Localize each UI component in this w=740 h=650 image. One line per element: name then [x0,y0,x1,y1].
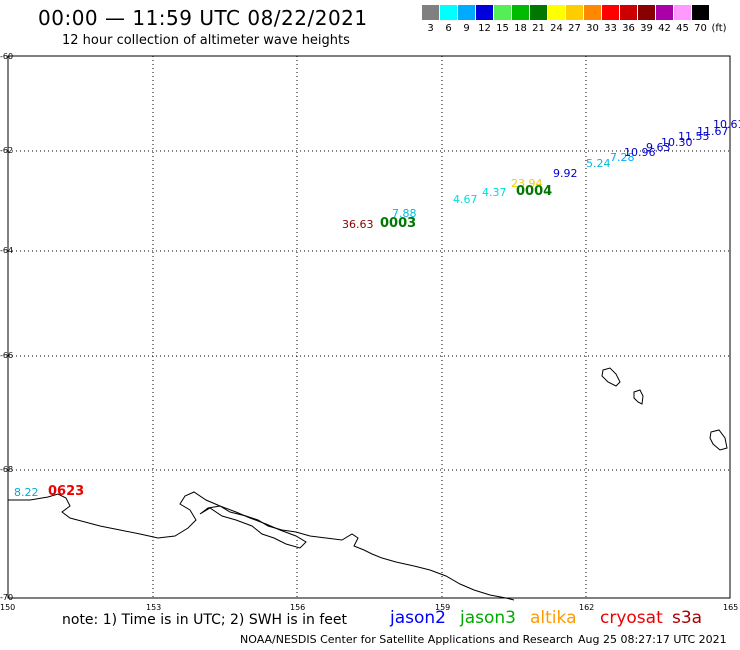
legend-label: 24 [550,23,563,34]
legend-label: 6 [445,23,452,34]
latitude-label: -68 [0,465,14,474]
map-subtitle: 12 hour collection of altimeter wave hei… [62,33,350,48]
swh-value: 11.67 [697,125,729,138]
satellite-legend-s3a: s3a [672,608,703,628]
legend-label: 39 [640,23,653,34]
pass-time-label: 0004 [516,184,553,199]
latitude-label: -64 [0,246,14,255]
legend-label: 12 [478,23,491,34]
generated-timestamp: Aug 25 08:27:17 UTC 2021 [578,633,727,646]
swh-value: 7.28 [610,151,635,164]
latitude-label: -62 [0,146,14,155]
legend-swatch [620,5,638,20]
map-frame [7,55,731,599]
legend-label: 30 [586,23,599,34]
legend-swatch [512,5,530,20]
legend-swatch [692,5,710,20]
longitude-label: 153 [146,603,162,612]
satellite-legend-altika: altika [530,608,577,628]
legend-swatch [548,5,566,20]
legend-swatch [530,5,548,20]
legend-swatch [458,5,476,20]
swh-value: 5.24 [586,157,611,170]
latitude-label: -70 [0,593,14,602]
swh-value: 7.88 [392,207,417,220]
swh-value: 10.96 [624,146,656,159]
legend-swatch [476,5,494,20]
legend-swatch [566,5,584,20]
legend-label: 27 [568,23,581,34]
legend-swatch [638,5,656,20]
legend-swatch [494,5,512,20]
swh-value: 36.63 [342,218,374,231]
legend-swatch [440,5,458,20]
map-canvas [7,55,731,601]
swh-value: 23.94 [511,177,543,190]
legend-label: 33 [604,23,617,34]
island-outline [633,389,644,405]
legend-unit: (ft) [711,23,727,34]
legend-label: 3 [427,23,434,34]
satellite-legend-jason3: jason3 [460,608,516,628]
legend-label: 36 [622,23,635,34]
swh-value: 9.92 [553,167,578,180]
legend-swatch [656,5,674,20]
color-legend: 3 6 9 12 15 18 21 24 27 30 33 36 39 42 4… [422,5,728,37]
credit-line: NOAA/NESDIS Center for Satellite Applica… [240,633,574,646]
latitude-label: -66 [0,351,14,360]
swh-value: 10.30 [661,136,693,149]
map-title: 00:00 — 11:59 UTC 08/22/2021 [38,6,368,30]
map-panel: -60 -62 -64 -66 -68 -70 36.63 7.88 4.67 … [0,50,740,609]
legend-label: 45 [676,23,689,34]
island-outline [709,429,728,451]
longitude-label: 165 [723,603,739,612]
antarctic-coastline [8,491,515,601]
legend-label: 70 [694,23,707,34]
legend-label: 9 [463,23,470,34]
legend-label: 15 [496,23,509,34]
legend-swatch [422,5,440,20]
swh-value: 9.63 [646,141,671,154]
legend-label: 42 [658,23,671,34]
island-outline [601,367,621,387]
swh-value: 10.61 [713,118,740,131]
units-note: note: 1) Time is in UTC; 2) SWH is in fe… [62,612,348,628]
legend-label: 21 [532,23,545,34]
legend-swatch [674,5,692,20]
legend-label: 18 [514,23,527,34]
longitude-label: 159 [435,603,451,612]
latitude-label: -60 [0,52,14,61]
legend-swatch [584,5,602,20]
satellite-legend-jason2: jason2 [390,608,446,628]
swh-value: 11.55 [678,130,710,143]
pass-time-label: 0623 [48,484,85,499]
ice-shelf-outline [199,505,307,549]
longitude-label: 156 [290,603,306,612]
swh-value: 4.37 [482,186,507,199]
longitude-label: 150 [0,603,16,612]
swh-value: 4.67 [453,193,478,206]
legend-swatch [602,5,620,20]
graticule [8,56,730,598]
satellite-legend-cryosat: cryosat [600,608,663,628]
pass-time-label: 0003 [380,216,417,231]
longitude-label: 162 [579,603,595,612]
swh-value: 8.22 [14,486,39,499]
